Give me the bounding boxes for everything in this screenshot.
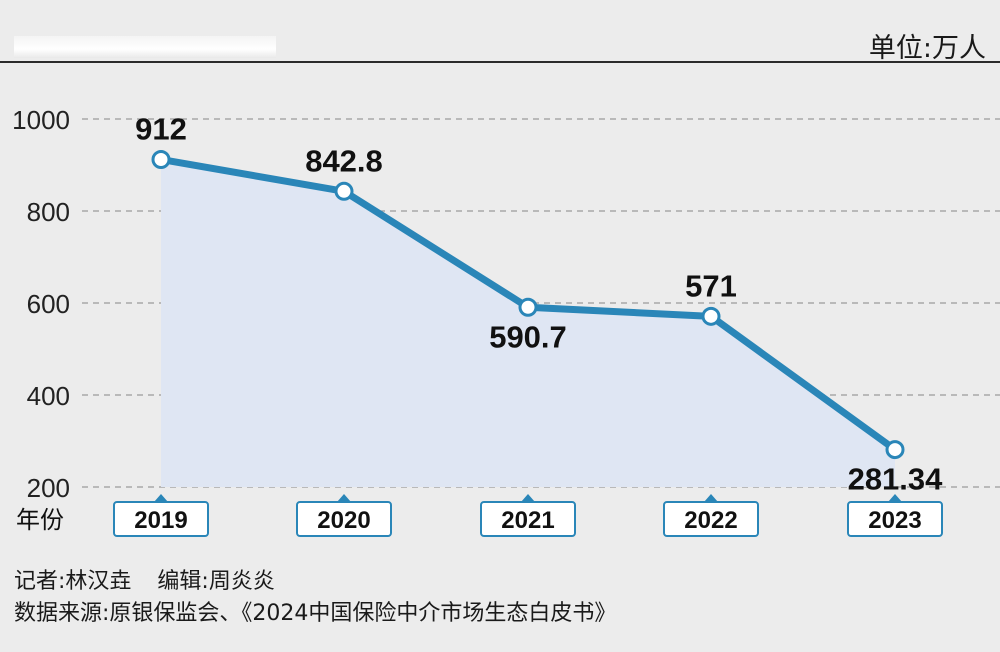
data-label: 281.34 — [848, 462, 944, 497]
source-credit: 数据来源:原银保监会、《2024中国保险中介市场生态白皮书》 — [14, 601, 617, 626]
tag-pointer — [337, 494, 351, 502]
data-point — [885, 440, 905, 460]
x-tick-label: 2023 — [868, 507, 921, 534]
y-tick-label: 400 — [27, 381, 70, 411]
data-label: 571 — [685, 268, 737, 303]
x-tick-tag: 2019 — [113, 494, 209, 537]
top-rule — [0, 61, 1000, 63]
data-point — [334, 181, 354, 201]
tag-box — [113, 501, 209, 537]
credits: 记者:林汉垚 编辑:周炎炎 数据来源:原银保监会、《2024中国保险中介市场生态白… — [14, 566, 616, 630]
area-fill — [161, 159, 895, 488]
title-bar — [14, 36, 276, 58]
y-axis: 200 400 600 800 1000 — [12, 105, 70, 503]
tag-box — [296, 501, 392, 537]
data-label: 912 — [135, 111, 187, 146]
tag-box — [847, 501, 943, 537]
x-axis: 2019 2020 2021 2022 2023 — [113, 494, 943, 537]
y-tick-label: 200 — [27, 473, 70, 503]
tag-box — [480, 501, 576, 537]
tag-pointer — [521, 494, 535, 502]
x-tick-tag: 2023 — [847, 494, 943, 537]
x-tick-label: 2020 — [317, 507, 370, 534]
reporter-credit: 记者:林汉垚 — [14, 569, 132, 594]
y-tick-label: 1000 — [12, 105, 70, 135]
y-tick-label: 800 — [27, 197, 70, 227]
editor-credit: 编辑:周炎炎 — [157, 569, 275, 594]
tag-pointer — [704, 494, 718, 502]
x-tick-tag: 2021 — [480, 494, 576, 537]
x-tick-label: 2019 — [134, 507, 187, 534]
x-axis-label: 年份 — [16, 506, 64, 534]
data-point — [701, 306, 721, 326]
tag-box — [663, 501, 759, 537]
data-label: 842.8 — [305, 143, 383, 178]
data-label: 590.7 — [489, 319, 567, 354]
x-tick-tag: 2020 — [296, 494, 392, 537]
tag-pointer — [888, 494, 902, 502]
tag-pointer — [154, 494, 168, 502]
markers — [151, 149, 905, 460]
x-tick-tag: 2022 — [663, 494, 759, 537]
data-labels: 912 842.8 590.7 571 281.34 — [135, 111, 943, 496]
y-tick-label: 600 — [27, 289, 70, 319]
x-tick-label: 2022 — [684, 507, 737, 534]
unit-label: 单位:万人 — [868, 33, 986, 64]
data-point — [518, 297, 538, 317]
x-tick-label: 2021 — [501, 507, 554, 534]
data-point — [151, 149, 171, 169]
